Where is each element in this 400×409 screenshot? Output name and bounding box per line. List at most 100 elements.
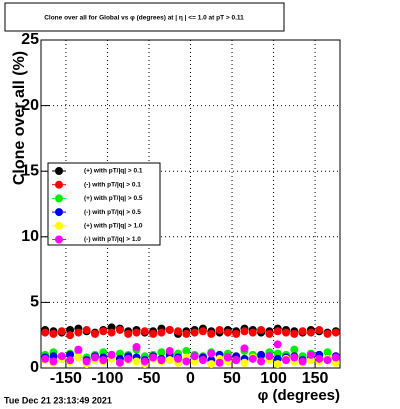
data-point: [198, 356, 207, 365]
data-point: [232, 356, 241, 365]
data-point: [124, 354, 133, 363]
data-point: [57, 352, 66, 361]
y-tick-label: 20: [21, 97, 39, 114]
data-point: [198, 327, 207, 336]
legend-box: [47, 162, 161, 246]
data-point: [74, 345, 83, 354]
data-point: [282, 356, 291, 365]
data-point: [207, 329, 216, 338]
y-tick-label: 5: [30, 294, 39, 311]
data-point: [41, 328, 50, 337]
data-point: [66, 331, 75, 340]
data-point: [165, 356, 174, 365]
y-axis-label: Clone over all (%): [11, 51, 28, 185]
data-point: [331, 328, 340, 337]
data-point: [140, 357, 149, 366]
x-tick-label: 50: [223, 370, 241, 387]
legend-marker: [55, 208, 63, 217]
data-point: [99, 327, 108, 336]
legend-marker: [55, 235, 63, 244]
data-point: [323, 348, 332, 357]
data-point: [182, 346, 191, 355]
y-tick-label: 15: [21, 162, 39, 179]
data-point: [240, 358, 249, 367]
data-point: [323, 329, 332, 338]
data-point: [315, 354, 324, 363]
data-point: [306, 350, 315, 359]
data-point: [90, 353, 99, 362]
data-point: [273, 327, 282, 336]
legend-marker: [55, 194, 63, 203]
legend-label: (-) with pT/|q| > 0.1: [84, 181, 141, 188]
data-point: [182, 329, 191, 338]
legend-label: (-) with pT/|q| > 1.0: [84, 236, 141, 243]
data-point: [124, 329, 133, 338]
data-point: [99, 356, 108, 365]
data-point: [315, 325, 324, 334]
data-point: [132, 357, 141, 366]
data-point: [41, 354, 50, 363]
title-box: [4, 2, 285, 32]
data-point: [273, 360, 282, 369]
legend-label: (+) with pT/|q| > 0.1: [84, 168, 143, 175]
data-point: [265, 352, 274, 361]
data-point: [157, 328, 166, 337]
x-tick-label: 0: [186, 370, 195, 387]
data-point: [207, 360, 216, 369]
data-point: [257, 325, 266, 334]
x-tick-label: 150: [302, 370, 329, 387]
y-tick-label: 10: [21, 228, 39, 245]
data-point: [149, 329, 158, 338]
x-axis-label: φ (degrees): [258, 387, 340, 404]
data-point: [49, 329, 58, 338]
chart-title: Clone over all for Global vs φ (degrees)…: [44, 15, 244, 22]
data-point: [190, 328, 199, 337]
data-point: [257, 350, 266, 359]
data-point: [57, 327, 66, 336]
data-point: [107, 350, 116, 359]
data-point: [190, 352, 199, 361]
data-point: [115, 358, 124, 367]
data-point: [331, 353, 340, 362]
data-point: [240, 327, 249, 336]
data-point: [248, 354, 257, 363]
data-point: [165, 346, 174, 355]
data-point: [157, 348, 166, 357]
data-point: [74, 328, 83, 337]
legend-marker: [55, 180, 63, 189]
data-point: [282, 328, 291, 337]
data-point: [257, 357, 266, 366]
data-point: [174, 354, 183, 363]
data-point: [273, 340, 282, 349]
data-point: [107, 328, 116, 337]
data-point: [82, 325, 91, 334]
data-point: [223, 328, 232, 337]
data-point: [115, 325, 124, 334]
data-point: [223, 353, 232, 362]
legend-label: (+) with pT/|q| > 1.0: [84, 223, 143, 230]
data-point: [49, 357, 58, 366]
legend-marker: [55, 167, 63, 175]
x-tick-label: -150: [50, 370, 82, 387]
data-point: [132, 328, 141, 337]
x-tick-label: -100: [91, 370, 123, 387]
data-point: [174, 327, 183, 336]
data-point: [157, 356, 166, 365]
data-point: [82, 357, 91, 366]
x-tick-label: -50: [137, 370, 160, 387]
legend-marker: [55, 221, 63, 230]
x-tick-label: 100: [260, 370, 287, 387]
data-point: [66, 356, 75, 365]
data-point: [290, 353, 299, 362]
y-tick-label: 25: [21, 31, 39, 48]
data-point: [74, 353, 83, 362]
data-point: [232, 329, 241, 338]
legend-label: (-) with pT/|q| > 0.5: [84, 209, 141, 216]
data-point: [207, 349, 216, 358]
data-point: [290, 345, 299, 354]
data-point: [149, 353, 158, 362]
data-point: [298, 327, 307, 336]
data-point: [215, 358, 224, 367]
data-point: [265, 329, 274, 338]
